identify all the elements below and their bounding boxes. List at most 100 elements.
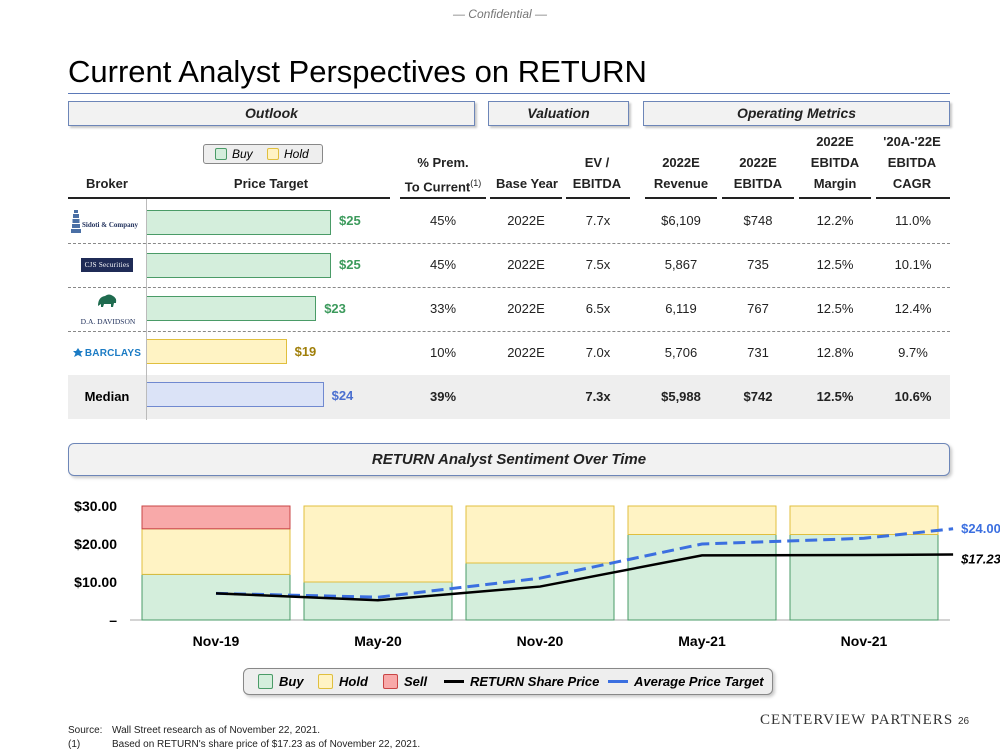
broker-logo-cjs: CJS Securities (68, 243, 146, 287)
legend-buy: Buy (215, 147, 253, 161)
footnote-key: (1) (68, 739, 81, 750)
target-line-swatch (608, 680, 628, 683)
y-tick-label: $30.00 (74, 498, 117, 514)
col-ebitda-line1: 2022E (739, 155, 777, 170)
x-tick-label: Nov-21 (841, 633, 888, 649)
col-ev-line1: EV / (584, 155, 610, 170)
sentiment-chart: $30.00 $20.00 $10.00 – $24.00 $17.23 Nov… (74, 498, 1000, 649)
x-tick-label: May-20 (354, 633, 402, 649)
header-rule-cagr (876, 197, 950, 199)
legend-sell: Sell (383, 674, 427, 689)
ebitda-value: $748 (743, 213, 773, 228)
hold-swatch (267, 148, 279, 160)
base-year-value: 2022E (507, 257, 545, 272)
footnote-1: (1) Based on RETURN's share price of $17… (68, 738, 420, 750)
bar-baseline (146, 199, 147, 420)
eagle-icon (72, 348, 83, 357)
sell-segment (141, 505, 291, 530)
header-rule-margin (799, 197, 871, 199)
page-title: Current Analyst Perspectives on RETURN (68, 54, 647, 89)
legend-hold: Hold (318, 674, 368, 689)
margin-value: 12.5% (816, 301, 854, 316)
share-price-end-label: $17.23 (960, 552, 1000, 567)
average-price-target-line (215, 527, 954, 599)
legend-hold-label: Hold (339, 674, 368, 689)
median-label: Median (84, 389, 130, 404)
col-cagr-line2: EBITDA (887, 155, 937, 170)
share-price-line (215, 553, 954, 602)
buy-swatch (215, 148, 227, 160)
rating-legend: Buy Hold (203, 144, 323, 164)
y-tick-label: – (109, 612, 117, 628)
price-target-bar (146, 339, 287, 364)
revenue-value: 6,119 (665, 301, 697, 316)
confidential-label: — Confidential — (452, 7, 548, 21)
price-target-bar (146, 253, 331, 278)
median-margin-value: 12.5% (816, 389, 854, 404)
base-year-value: 2022E (507, 301, 545, 316)
broker-name: Sidoti & Company (82, 221, 139, 229)
median-cagr-value: 10.6% (894, 389, 932, 404)
chart-legend: Buy Hold Sell RETURN Share Price Average… (243, 668, 773, 695)
broker-name: CJS Securities (80, 258, 134, 272)
footnote-text: Based on RETURN's share price of $17.23 … (112, 739, 421, 750)
price-target-bar (146, 296, 317, 321)
buy-segment (627, 534, 777, 621)
col-prem-line2: To Current(1) (396, 176, 490, 194)
buy-swatch (258, 674, 273, 689)
legend-hold: Hold (267, 147, 309, 161)
y-tick-label: $10.00 (74, 574, 117, 590)
median-ev-ebitda-value: 7.3x (585, 389, 611, 404)
legend-share-price-label: RETURN Share Price (470, 674, 600, 689)
legend-target: Average Price Target (608, 674, 764, 689)
ebitda-value: 735 (747, 257, 769, 272)
col-prem-footnote: (1) (470, 178, 482, 188)
bison-icon (98, 294, 117, 307)
col-prem-text: To Current (404, 179, 471, 195)
col-prem-line1: % Prem. (417, 155, 469, 170)
row-divider (68, 331, 950, 332)
buy-segment (141, 573, 291, 621)
revenue-value: 5,706 (664, 345, 698, 360)
revenue-value: 5,867 (664, 257, 698, 272)
median-price-target-bar (146, 382, 324, 407)
table-row: Sidoti & Company $25 45% 2022E 7.7x $6,1… (68, 199, 950, 243)
ev-ebitda-value: 7.7x (585, 213, 611, 228)
broker-logo-davidson: D.A. DAVIDSON (68, 287, 146, 331)
header-rule-ebitda (722, 197, 794, 199)
price-target-label: $19 (294, 344, 317, 359)
median-ebitda-value: $742 (743, 389, 773, 404)
footnotes: Source: Wall Street research as of Novem… (68, 724, 420, 750)
share-price-line-swatch (444, 680, 464, 683)
footnote-key: Source: (68, 725, 103, 736)
stacked-bars (141, 505, 939, 621)
hold-segment (465, 505, 615, 564)
cagr-value: 9.7% (898, 345, 928, 360)
section-outlook: Outlook (68, 101, 475, 126)
ebitda-value: 731 (747, 345, 769, 360)
ebitda-value: 767 (747, 301, 769, 316)
table-row: BARCLAYS $19 10% 2022E 7.0x 5,706 731 12… (68, 331, 950, 375)
legend-target-label: Average Price Target (634, 674, 764, 689)
col-base-year: Base Year (496, 176, 558, 191)
base-year-value: 2022E (507, 213, 545, 228)
header-rule-rev (645, 197, 717, 199)
header-rule-ev (566, 197, 630, 199)
col-price-target: Price Target (233, 176, 309, 191)
col-rev-line2: Revenue (653, 176, 709, 191)
hold-segment (789, 505, 939, 535)
median-prem-value: 39% (429, 389, 457, 404)
hold-segment (627, 505, 777, 535)
hold-segment (303, 505, 453, 583)
sell-swatch (383, 674, 398, 689)
broker-name: D.A. DAVIDSON (80, 317, 136, 326)
row-divider (68, 243, 950, 244)
col-rev-line1: 2022E (662, 155, 700, 170)
sentiment-title: RETURN Analyst Sentiment Over Time (68, 443, 950, 476)
header-rule-outlook (68, 197, 390, 199)
col-margin-line3: Margin (813, 176, 857, 191)
page-number: 26 (958, 716, 970, 727)
col-cagr-line1: '20A-'22E (883, 134, 941, 149)
table-row: D.A. DAVIDSON $23 33% 2022E 6.5x 6,119 7… (68, 287, 950, 331)
col-ebitda-line2: EBITDA (733, 176, 783, 191)
